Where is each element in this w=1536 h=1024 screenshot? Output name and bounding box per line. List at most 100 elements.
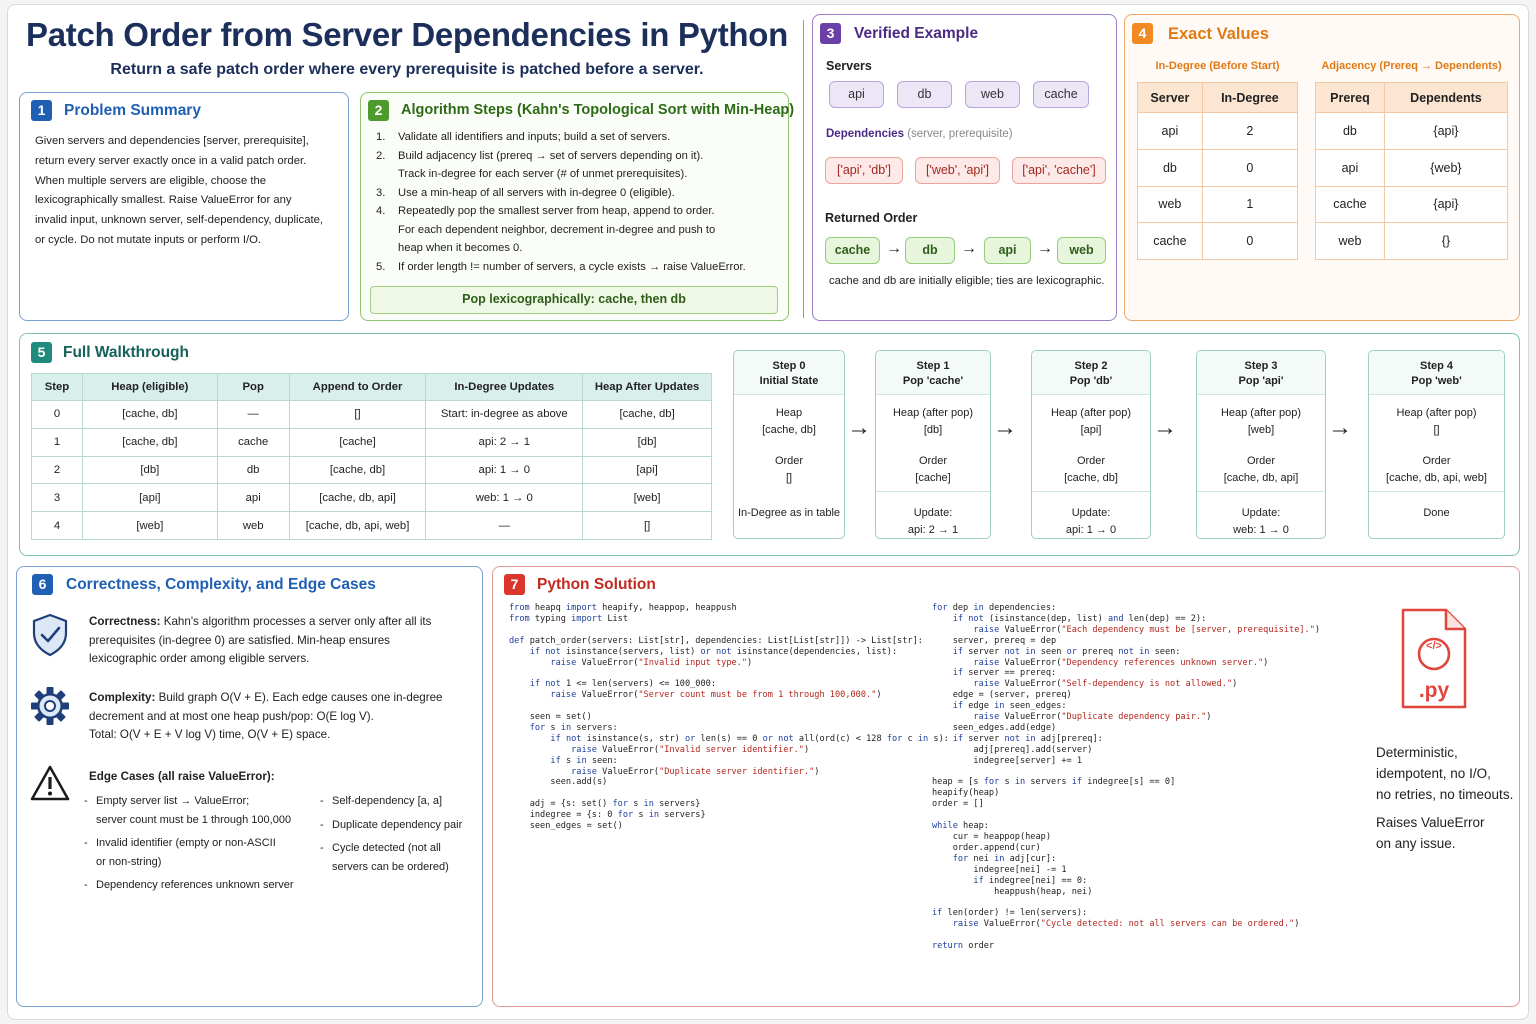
step-line: heap when it becomes 0. [398, 242, 523, 254]
page-subtitle: Return a safe patch order where every pr… [110, 61, 704, 78]
heap-value: [cache, db] [762, 424, 816, 436]
code-line: adj = {s: set() for s in servers} [509, 799, 701, 810]
table-cell: {web} [1383, 148, 1509, 187]
code-keyword: raise [952, 919, 979, 930]
table-header: Heap (eligible) [81, 373, 218, 401]
step-card-divider [1032, 491, 1150, 492]
code-keyword: in [994, 853, 1005, 864]
bullet: - [320, 842, 324, 854]
code-keyword: from [509, 603, 530, 613]
step-line: Build adjacency list (prereq → set of se… [398, 149, 704, 162]
code-keyword: in [1025, 733, 1036, 744]
order-value: [cache] [915, 472, 951, 484]
step-arrow: → [847, 414, 871, 441]
table-cell: [] [582, 511, 712, 540]
code-keyword: if [952, 668, 964, 679]
step-line: Track in-degree for each server (# of un… [398, 168, 688, 180]
code-line: seen.add(s) [509, 777, 608, 788]
code-keyword: for [932, 603, 948, 613]
dependencies-label: Dependencies [826, 128, 904, 140]
adjacency-table-label: Adjacency (Prereq → Dependents) [1321, 60, 1502, 72]
table-cell: — [216, 400, 290, 429]
table-row: web 1 [1137, 185, 1299, 224]
problem-summary-text: Given servers and dependencies [server, … [35, 132, 340, 251]
edge-case-text: Cycle detected (not all servers can be or… [332, 839, 449, 876]
bullet: - [84, 795, 88, 807]
complexity-label: Complexity: [89, 691, 156, 704]
heap-value: [db] [923, 424, 943, 436]
section-number-2: 2 [368, 100, 389, 121]
correctness-line: lexicographic order among eligible serve… [89, 652, 310, 665]
code-line: if edge in seen_edges: [952, 701, 1067, 712]
table-cell: [db] [81, 455, 218, 485]
code-line: raise ValueError("Server count must be f… [550, 690, 882, 701]
code-keyword: if [529, 646, 541, 657]
code-line [509, 668, 949, 679]
code-string: "Dependency references unknown server." [1061, 657, 1264, 668]
table-header: Dependents [1383, 82, 1509, 113]
code-keyword: or [1066, 646, 1077, 657]
table-row: 0 [cache, db] —[] Start: in-degree as above… [31, 400, 712, 429]
table-row: 2 [db] db [cache, db] api: 1 → 0 [api] [31, 455, 712, 485]
dependency-chip: ['api', 'db'] [825, 157, 903, 184]
table-row: db {api} [1315, 112, 1509, 150]
complexity-line: Total: O(V + E + V log V) time, O(V + E)… [89, 728, 331, 741]
code-line: order.append(cur) [932, 842, 1041, 853]
code-line: if not (isinstance(dep, list) and len(de… [952, 613, 1207, 624]
code-keyword: not [545, 646, 561, 657]
step-card-title: Step 2 [1074, 360, 1108, 372]
table-row: cache 0 [1137, 222, 1299, 261]
step-card-subtitle: Pop 'cache' [902, 375, 964, 387]
step-card-title: Step 3 [1244, 360, 1278, 372]
order-label: Order [1246, 455, 1276, 467]
update-value: api: 2 → 1 [907, 524, 959, 536]
summary-line: return every server exactly once in a va… [35, 154, 307, 167]
code-line: for s in servers: [529, 722, 618, 733]
code-line: heapify(heap) [932, 788, 1000, 799]
dependency-chip: ['web', 'api'] [915, 157, 1000, 184]
summary-line: or cycle. Do not mutate inputs or perfor… [35, 233, 262, 246]
table-row: api 2 [1137, 112, 1299, 150]
code-line: order = [] [932, 799, 984, 810]
code-line: indegree = {s: 0 for s in servers} [509, 810, 706, 821]
order-chip: cache [825, 237, 880, 264]
code-string: "Each dependency must be [server, prereq… [1061, 624, 1315, 635]
table-header: In-Degree Updates [425, 373, 584, 401]
code-line: indegree[nei] -= 1 [932, 864, 1067, 875]
header-divider [803, 20, 804, 318]
section-number-7: 7 [504, 574, 525, 595]
step-text: If order length != number of servers, a … [398, 258, 746, 277]
code-keyword: if [1071, 777, 1083, 788]
step-number: 2. [376, 149, 386, 162]
code-line: if server not in seen or prereq not in s… [952, 646, 1181, 657]
code-line: raise ValueError("Each dependency must b… [973, 624, 1321, 635]
server-chip: api [829, 81, 884, 108]
code-keyword: not [716, 646, 732, 657]
algorithm-step: 1. Validate all identifiers and inputs; b… [376, 128, 776, 147]
code-keyword: not [1004, 733, 1020, 744]
code-keyword: import [565, 603, 597, 613]
complexity-text: Complexity: Build graph O(V + E). Each e… [89, 689, 474, 745]
heap-label: Heap (after pop) [1220, 407, 1302, 419]
code-keyword: if [529, 679, 541, 690]
edge-case-line: Duplicate dependency pair [332, 818, 463, 831]
section-number-6: 6 [32, 574, 53, 595]
warning-icon [30, 765, 70, 801]
code-string: "Invalid input type." [638, 657, 748, 668]
order-arrow: → [886, 240, 902, 257]
summary-line: lexicographically smallest. Raise ValueE… [35, 194, 292, 207]
code-keyword: for [617, 810, 634, 821]
server-chip: web [965, 81, 1020, 108]
bullet: - [84, 837, 88, 849]
code-keyword: in [648, 810, 660, 821]
summary-line: Given servers and dependencies [server, … [35, 135, 309, 147]
table-cell: [web] [582, 483, 712, 513]
algorithm-step: 2. Build adjacency list (prereq → set of … [376, 147, 776, 184]
order-chip: web [1057, 237, 1106, 264]
server-chip: db [897, 81, 952, 108]
algorithm-step: 5. If order length != number of servers, … [376, 258, 776, 277]
edge-case-line: Cycle detected (not all [332, 842, 441, 854]
order-chip: api [984, 237, 1031, 264]
edge-case-text: Invalid identifier (empty or non-ASCII or… [96, 834, 276, 871]
order-value: [cache, db, api, web] [1386, 472, 1487, 484]
